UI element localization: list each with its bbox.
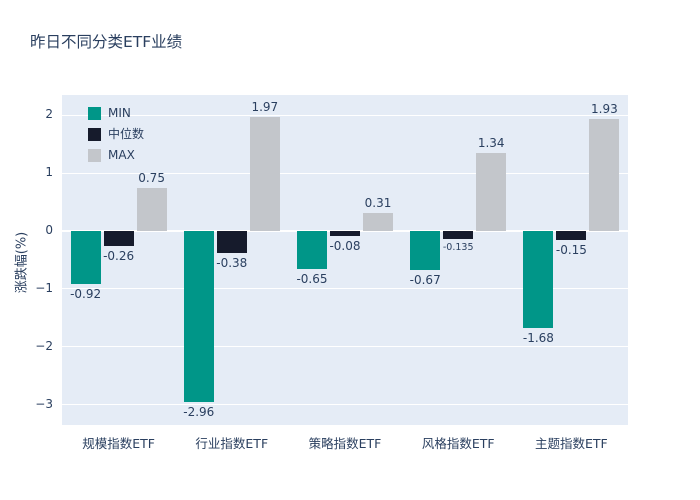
bar-value-label: -0.65 bbox=[296, 271, 328, 286]
legend-swatch bbox=[88, 106, 101, 120]
bar-MIN-策略指数ETF[interactable] bbox=[297, 231, 327, 269]
bar-MAX-行业指数ETF[interactable] bbox=[249, 117, 280, 232]
bar-value-label: 1.97 bbox=[251, 100, 279, 114]
bar-value-label: -0.15 bbox=[555, 242, 587, 257]
bar-value-label: -0.92 bbox=[70, 287, 102, 302]
bar-value-label: -1.68 bbox=[522, 331, 554, 346]
bar-中位数-风格指数ETF[interactable] bbox=[443, 231, 474, 239]
legend-swatch bbox=[88, 148, 101, 162]
x-tick-label: 规模指数ETF bbox=[82, 436, 155, 451]
bar-中位数-策略指数ETF[interactable] bbox=[330, 231, 360, 236]
bar-value-label: 1.93 bbox=[591, 102, 618, 117]
gridline bbox=[62, 404, 628, 406]
gridline bbox=[62, 288, 628, 290]
bar-value-label: -0.67 bbox=[409, 272, 441, 287]
bar-MIN-风格指数ETF[interactable] bbox=[410, 231, 441, 270]
bar-value-label: 0.31 bbox=[364, 196, 392, 211]
legend-item-MIN[interactable]: MIN bbox=[88, 104, 131, 122]
y-tick-label: −2 bbox=[35, 338, 53, 353]
bar-MAX-主题指数ETF[interactable] bbox=[589, 119, 620, 232]
bar-中位数-行业指数ETF[interactable] bbox=[216, 231, 247, 254]
y-tick-label: −1 bbox=[35, 280, 53, 295]
gridline bbox=[62, 114, 628, 116]
bar-value-label: -0.26 bbox=[103, 249, 135, 264]
bar-中位数-主题指数ETF[interactable] bbox=[556, 231, 587, 240]
gridline bbox=[62, 172, 628, 174]
x-tick-label: 风格指数ETF bbox=[421, 436, 495, 451]
legend-label: 中位数 bbox=[108, 126, 145, 141]
y-tick-label: 2 bbox=[45, 107, 53, 122]
bar-value-label: 1.34 bbox=[477, 136, 505, 151]
x-tick-label: 策略指数ETF bbox=[308, 436, 382, 451]
bar-MAX-风格指数ETF[interactable] bbox=[476, 153, 507, 232]
legend-label: MAX bbox=[108, 147, 135, 162]
legend-label: MIN bbox=[108, 105, 131, 120]
y-axis-label: 涨跌幅(%) bbox=[14, 231, 30, 294]
bar-中位数-规模指数ETF[interactable] bbox=[103, 231, 134, 247]
x-tick-label: 主题指数ETF bbox=[535, 436, 608, 451]
bar-MAX-规模指数ETF[interactable] bbox=[136, 187, 167, 232]
legend-item-MAX[interactable]: MAX bbox=[88, 146, 135, 164]
legend-swatch bbox=[88, 127, 101, 141]
bar-value-label: 0.75 bbox=[138, 170, 165, 185]
x-tick-label: 行业指数ETF bbox=[195, 436, 269, 451]
bar-value-label: -0.135 bbox=[442, 241, 474, 253]
y-tick-label: 0 bbox=[45, 223, 53, 238]
bar-MIN-主题指数ETF[interactable] bbox=[523, 231, 554, 329]
bar-MIN-行业指数ETF[interactable] bbox=[183, 231, 214, 403]
bar-value-label: -0.38 bbox=[216, 256, 248, 271]
bar-value-label: -0.08 bbox=[329, 238, 361, 253]
y-tick-label: −3 bbox=[35, 396, 53, 411]
legend-item-中位数[interactable]: 中位数 bbox=[88, 125, 144, 143]
bar-value-label: -2.96 bbox=[183, 405, 215, 420]
y-tick-label: 1 bbox=[45, 165, 53, 180]
gridline bbox=[62, 346, 628, 348]
bar-MAX-策略指数ETF[interactable] bbox=[363, 213, 393, 232]
bar-MIN-规模指数ETF[interactable] bbox=[70, 231, 101, 285]
chart-title: 昨日不同分类ETF业绩 bbox=[30, 33, 183, 51]
